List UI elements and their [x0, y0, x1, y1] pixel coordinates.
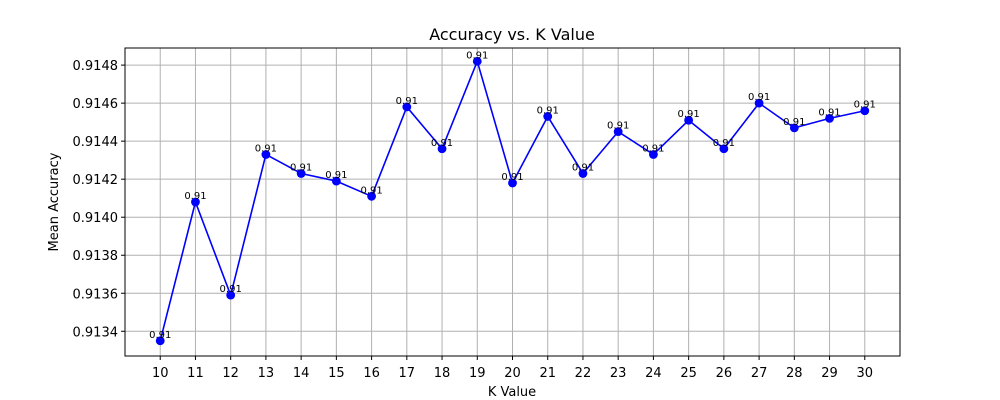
data-point-label: 0.91 — [537, 105, 559, 116]
data-point — [296, 169, 306, 178]
data-point — [684, 115, 694, 125]
data-point-label: 0.91 — [290, 162, 312, 173]
x-tick-label: 13 — [258, 366, 275, 381]
marker-layer — [155, 56, 870, 346]
data-point-label: 0.91 — [220, 284, 242, 295]
x-tick-label: 10 — [152, 366, 169, 381]
y-tick-label: 0.9148 — [73, 59, 119, 74]
x-tick-label: 12 — [222, 366, 239, 381]
x-tick-label: 30 — [856, 366, 873, 381]
x-tick-label: 22 — [575, 366, 592, 381]
data-point-label: 0.91 — [642, 143, 664, 154]
data-point-label: 0.91 — [607, 121, 629, 132]
data-point — [613, 127, 623, 137]
x-tick-label: 11 — [187, 366, 204, 381]
data-point — [789, 123, 799, 133]
data-point-label: 0.91 — [678, 109, 700, 120]
x-tick-label: 17 — [399, 366, 416, 381]
data-point-label: 0.91 — [854, 100, 876, 111]
y-tick-label: 0.9138 — [73, 249, 119, 264]
x-tick-label: 29 — [821, 366, 838, 381]
x-tick-label: 21 — [539, 366, 556, 381]
data-point-label: 0.91 — [149, 330, 171, 341]
data-point — [226, 290, 236, 300]
data-point — [191, 197, 200, 207]
data-label-layer: 0.91 0.91 0.91 0.91 0.91 0.91 0.91 0.91 0.91 0.91… — [149, 50, 876, 340]
x-tick-label: 28 — [786, 366, 803, 381]
data-point-label: 0.91 — [501, 172, 523, 183]
data-point-label: 0.91 — [255, 143, 277, 154]
y-axis-label: Mean Accuracy — [47, 152, 62, 251]
data-point — [719, 144, 729, 154]
x-tick-label: 27 — [751, 366, 768, 381]
y-tick-label: 0.9134 — [73, 325, 119, 340]
x-tick-label: 24 — [645, 366, 662, 381]
y-tick-label: 0.9142 — [73, 173, 119, 188]
x-tick-label: 23 — [610, 366, 627, 381]
data-point — [402, 102, 412, 112]
data-point-label: 0.91 — [184, 191, 206, 202]
x-axis-label: K Value — [488, 385, 536, 400]
data-point-label: 0.91 — [713, 138, 735, 149]
x-tick-label: 20 — [504, 366, 521, 381]
data-point — [578, 169, 588, 178]
y-axis-ticks: 0.9134 0.9136 0.9138 0.9140 0.9142 0.9144 0.91… — [73, 59, 125, 340]
data-point-label: 0.91 — [748, 92, 770, 103]
data-point — [543, 112, 553, 121]
x-tick-label: 18 — [434, 366, 451, 381]
data-point-label: 0.91 — [360, 185, 382, 196]
data-point — [437, 144, 447, 154]
data-point — [860, 106, 870, 116]
data-point — [649, 150, 658, 159]
data-point-label: 0.91 — [466, 50, 488, 61]
x-tick-label: 19 — [469, 366, 486, 381]
x-tick-label: 15 — [328, 366, 345, 381]
x-tick-label: 26 — [716, 366, 733, 381]
chart-title: Accuracy vs. K Value — [429, 25, 595, 44]
data-point — [261, 150, 271, 159]
data-point — [155, 336, 165, 346]
data-point-label: 0.91 — [783, 117, 805, 128]
x-tick-label: 14 — [293, 366, 310, 381]
data-point-label: 0.91 — [572, 162, 594, 173]
grid — [125, 48, 900, 356]
y-tick-label: 0.9144 — [73, 135, 119, 150]
y-tick-label: 0.9140 — [73, 211, 119, 226]
x-tick-label: 16 — [363, 366, 380, 381]
data-point — [825, 113, 834, 123]
data-point — [331, 176, 341, 186]
x-axis-ticks: 10 11 12 13 14 15 16 17 18 19 20 21 22 23 24 25 26 27 28 29… — [152, 356, 873, 381]
data-point — [508, 178, 517, 188]
data-point-label: 0.91 — [396, 96, 418, 107]
data-point — [472, 56, 482, 66]
data-point-label: 0.91 — [818, 107, 840, 118]
y-tick-label: 0.9136 — [73, 287, 119, 302]
y-tick-label: 0.9146 — [73, 97, 119, 112]
x-tick-label: 25 — [680, 366, 697, 381]
data-point-label: 0.91 — [325, 170, 347, 181]
data-point — [754, 98, 764, 108]
data-point — [367, 191, 376, 201]
data-point-label: 0.91 — [431, 138, 453, 149]
